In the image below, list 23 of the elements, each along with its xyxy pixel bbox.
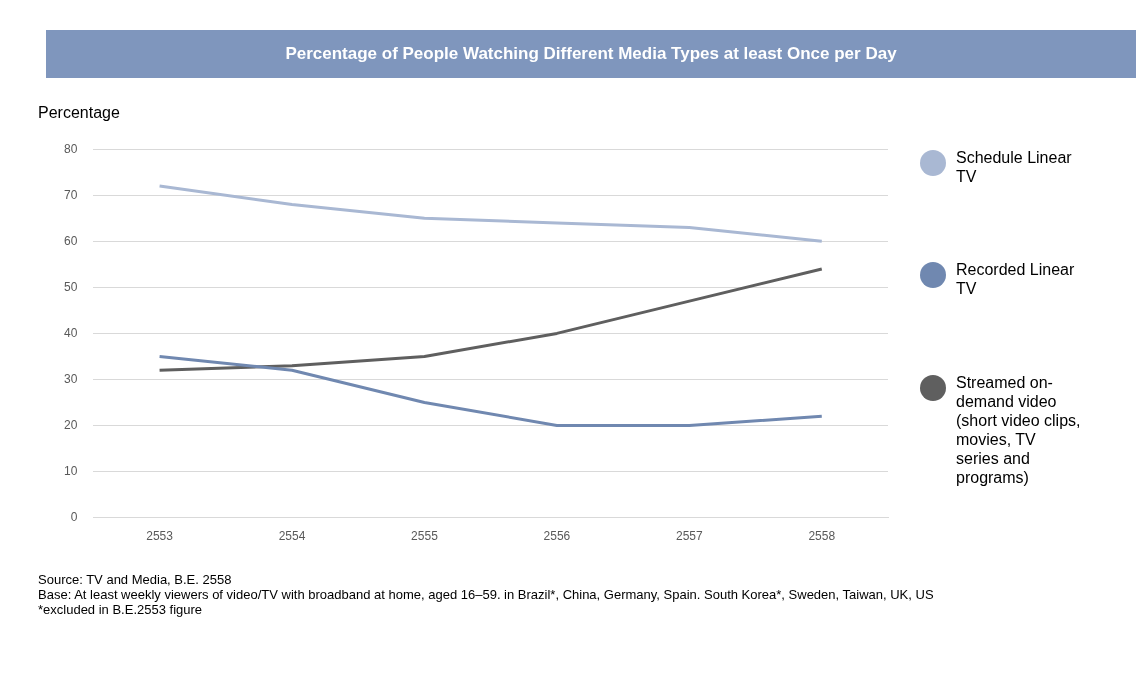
x-tick-label: 2554 (278, 529, 306, 544)
x-tick-label: 2557 (675, 529, 704, 544)
legend-label: Schedule Linear TV (956, 148, 1073, 186)
y-axis-title: Percentage (38, 104, 120, 122)
y-tick-label: 20 (63, 417, 78, 432)
y-tick-label: 60 (63, 233, 78, 248)
legend-label: Recorded Linear TV (956, 260, 1076, 298)
y-tick-label: 40 (63, 325, 78, 340)
y-tick-label: 0 (70, 509, 78, 524)
text: *excluded in B.E.2553 figure (38, 602, 204, 617)
y-tick-label: 70 (63, 187, 78, 202)
y-tick-label: 80 (63, 141, 78, 156)
x-tick-label: 2555 (411, 529, 439, 544)
y-tick-label: 30 (63, 371, 78, 386)
source-note: Source: TV and Media, B.E. 2558 (38, 572, 233, 587)
x-tick-label: 2558 (808, 529, 836, 544)
y-tick-label: 10 (63, 463, 78, 478)
chart-title: Percentage of People Watching Different Media Types at least Once per Day (46, 30, 1136, 78)
y-tick-label: 50 (63, 279, 78, 294)
text: Base: At least weekly viewers of video/TV with broadband at home, aged 16–59. in Brazil*, China, Germany, Spain. South Korea*, Sweden, Taiwan, UK, US (38, 587, 935, 602)
x-tick-label: 2553 (146, 529, 174, 544)
x-tick-label: 2556 (543, 529, 571, 544)
legend-label: Streamed on-demand video (short video clips, movies, TV series and programs) (956, 373, 1081, 487)
